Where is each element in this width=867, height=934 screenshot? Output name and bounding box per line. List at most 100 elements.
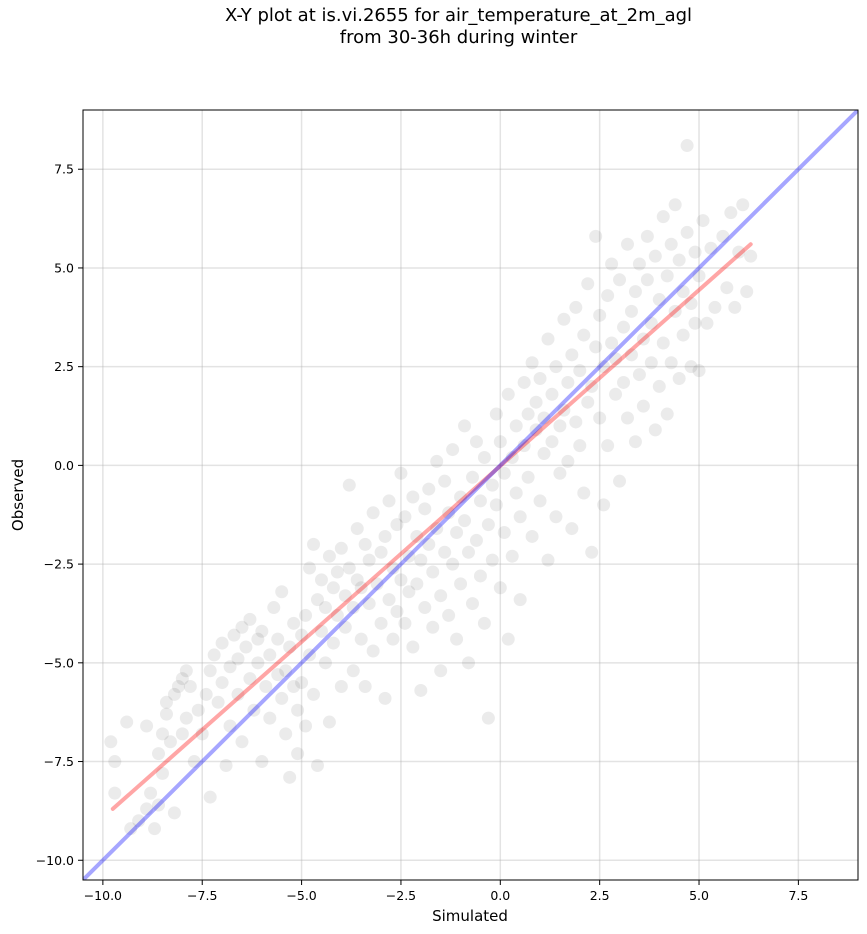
- y-axis-label: Observed: [9, 459, 27, 531]
- data-point: [140, 802, 154, 816]
- x-tick-label: 0.0: [490, 888, 510, 903]
- data-point: [561, 375, 575, 389]
- data-point: [239, 640, 253, 654]
- y-tick-label: −10.0: [36, 853, 74, 868]
- data-point: [581, 395, 595, 409]
- data-point: [465, 597, 479, 611]
- data-point: [593, 411, 607, 425]
- data-point: [303, 561, 317, 575]
- data-point: [255, 624, 269, 638]
- data-point: [684, 360, 698, 374]
- data-point: [159, 707, 173, 721]
- data-point: [736, 198, 750, 212]
- data-point: [529, 395, 543, 409]
- chart-title-line2: from 30-36h during winter: [339, 27, 578, 48]
- data-point: [553, 419, 567, 433]
- x-tick-label: 7.5: [788, 888, 808, 903]
- data-point: [227, 628, 241, 642]
- data-point: [537, 411, 551, 425]
- data-point: [632, 257, 646, 271]
- data-point: [680, 139, 694, 153]
- data-point: [358, 680, 372, 694]
- data-point: [533, 372, 547, 386]
- data-point: [668, 198, 682, 212]
- data-point: [497, 466, 511, 480]
- data-point: [326, 636, 340, 650]
- data-point: [231, 687, 245, 701]
- data-point: [418, 601, 432, 615]
- data-point: [267, 601, 281, 615]
- data-point: [354, 632, 368, 646]
- data-point: [390, 604, 404, 618]
- data-point: [140, 719, 154, 733]
- data-point: [668, 304, 682, 318]
- data-point: [124, 822, 138, 836]
- x-tick-label: 2.5: [590, 888, 610, 903]
- data-point: [652, 379, 666, 393]
- data-point: [509, 486, 523, 500]
- data-point: [171, 680, 185, 694]
- data-point: [505, 450, 519, 464]
- data-point: [426, 565, 440, 579]
- data-point: [628, 285, 642, 299]
- data-point: [310, 593, 324, 607]
- data-point: [414, 683, 428, 697]
- data-point: [501, 632, 515, 646]
- data-point: [398, 510, 412, 524]
- data-point: [426, 620, 440, 634]
- y-tick-label: −2.5: [44, 557, 74, 572]
- data-point: [167, 806, 181, 820]
- data-point: [346, 664, 360, 678]
- data-point: [704, 241, 718, 255]
- data-point: [342, 561, 356, 575]
- data-point: [203, 664, 217, 678]
- data-point: [330, 565, 344, 579]
- data-point: [501, 387, 515, 401]
- data-point: [120, 715, 134, 729]
- data-point: [132, 814, 146, 828]
- data-point: [422, 537, 436, 551]
- data-point: [283, 640, 297, 654]
- data-point: [374, 616, 388, 630]
- data-point: [394, 573, 408, 587]
- data-point: [442, 506, 456, 520]
- data-point: [295, 628, 309, 642]
- data-point: [652, 293, 666, 307]
- data-point: [402, 585, 416, 599]
- data-point: [557, 403, 571, 417]
- data-point: [255, 755, 269, 769]
- data-point: [585, 545, 599, 559]
- data-point: [672, 372, 686, 386]
- data-point: [624, 348, 638, 362]
- data-point: [263, 711, 277, 725]
- data-point: [692, 269, 706, 283]
- data-point: [481, 518, 495, 532]
- data-point: [386, 632, 400, 646]
- data-point: [680, 225, 694, 239]
- data-point: [513, 593, 527, 607]
- data-point: [275, 585, 289, 599]
- data-point: [303, 648, 317, 662]
- data-point: [656, 336, 670, 350]
- data-point: [362, 553, 376, 567]
- data-point: [362, 597, 376, 611]
- data-point: [569, 415, 583, 429]
- data-point: [628, 435, 642, 449]
- data-point: [307, 537, 321, 551]
- data-point: [485, 553, 499, 567]
- data-point: [724, 206, 738, 220]
- data-point: [326, 581, 340, 595]
- data-point: [565, 522, 579, 536]
- data-point: [477, 616, 491, 630]
- data-point: [434, 664, 448, 678]
- data-point: [497, 526, 511, 540]
- data-point: [386, 561, 400, 575]
- data-point: [108, 786, 122, 800]
- data-point: [450, 632, 464, 646]
- data-point: [577, 486, 591, 500]
- data-point: [291, 747, 305, 761]
- data-point: [485, 478, 499, 492]
- data-point: [438, 474, 452, 488]
- data-point: [235, 620, 249, 634]
- data-point: [585, 379, 599, 393]
